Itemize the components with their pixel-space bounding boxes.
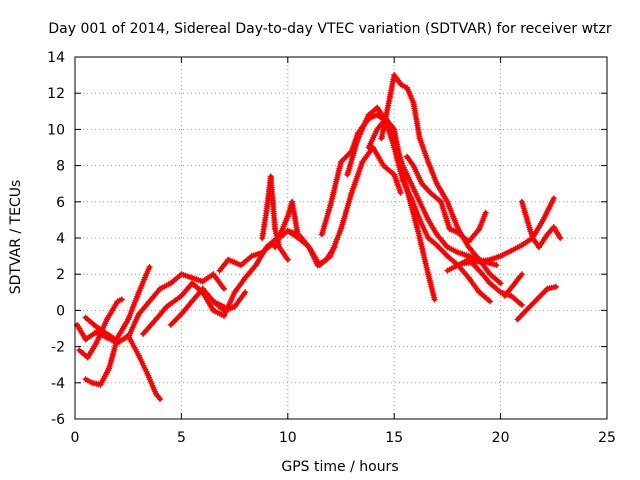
data-point <box>518 302 525 308</box>
data-point <box>397 189 404 196</box>
data-point <box>487 298 493 305</box>
y-tick-label: -6 <box>51 412 65 428</box>
data-point <box>557 235 564 241</box>
series-track-16 <box>404 153 489 245</box>
data-point <box>482 209 489 216</box>
x-tick-label: 25 <box>598 430 616 446</box>
y-tick-label: -2 <box>51 340 65 356</box>
y-tick-label: -4 <box>51 376 65 392</box>
data-point <box>431 296 438 303</box>
series-track-1 <box>74 321 164 403</box>
chart-title: Day 001 of 2014, Sidereal Day-to-day VTE… <box>48 21 612 37</box>
axes: 0 5 10 15 20 25 -6 -4 -2 0 2 4 6 8 10 12 14 <box>47 50 616 446</box>
series-track-8 <box>189 227 302 319</box>
y-tick-label: 2 <box>56 267 65 283</box>
data-point <box>493 262 500 269</box>
series-track-15 <box>378 72 504 287</box>
grid <box>75 57 607 419</box>
series-track-21 <box>501 271 525 299</box>
y-tick-label: 6 <box>56 195 65 211</box>
data-point <box>112 336 119 343</box>
data-point <box>146 264 153 270</box>
data-point <box>118 296 125 303</box>
data-point <box>550 195 557 202</box>
series-track-18 <box>459 195 557 267</box>
y-tick-label: 10 <box>47 122 65 138</box>
y-tick-label: 4 <box>56 231 65 247</box>
x-tick-label: 0 <box>71 430 80 446</box>
y-tick-label: 0 <box>56 303 65 319</box>
y-tick-label: 8 <box>56 159 65 175</box>
data-point <box>284 256 291 263</box>
data-point <box>157 396 164 403</box>
x-axis-label: GPS time / hours <box>281 459 398 475</box>
y-axis-label: SDTVAR / TECUs <box>8 180 24 295</box>
x-tick-label: 15 <box>385 430 403 446</box>
series-track-20 <box>514 283 559 323</box>
data-point <box>221 285 227 292</box>
data-point <box>242 289 249 296</box>
data-point <box>518 271 525 278</box>
y-tick-label: 14 <box>47 50 65 66</box>
series-track-2 <box>82 264 153 388</box>
series-track-11 <box>272 144 404 269</box>
x-tick-label: 20 <box>492 430 510 446</box>
x-tick-label: 10 <box>279 430 297 446</box>
data-point <box>497 280 504 287</box>
series-track-19 <box>518 198 564 251</box>
series-track-14 <box>365 115 438 303</box>
series-track-5 <box>125 271 227 341</box>
y-tick-label: 12 <box>47 86 65 102</box>
data-point <box>552 283 559 290</box>
series-track-4 <box>82 314 119 343</box>
x-tick-label: 5 <box>177 430 186 446</box>
data-series <box>74 72 564 403</box>
